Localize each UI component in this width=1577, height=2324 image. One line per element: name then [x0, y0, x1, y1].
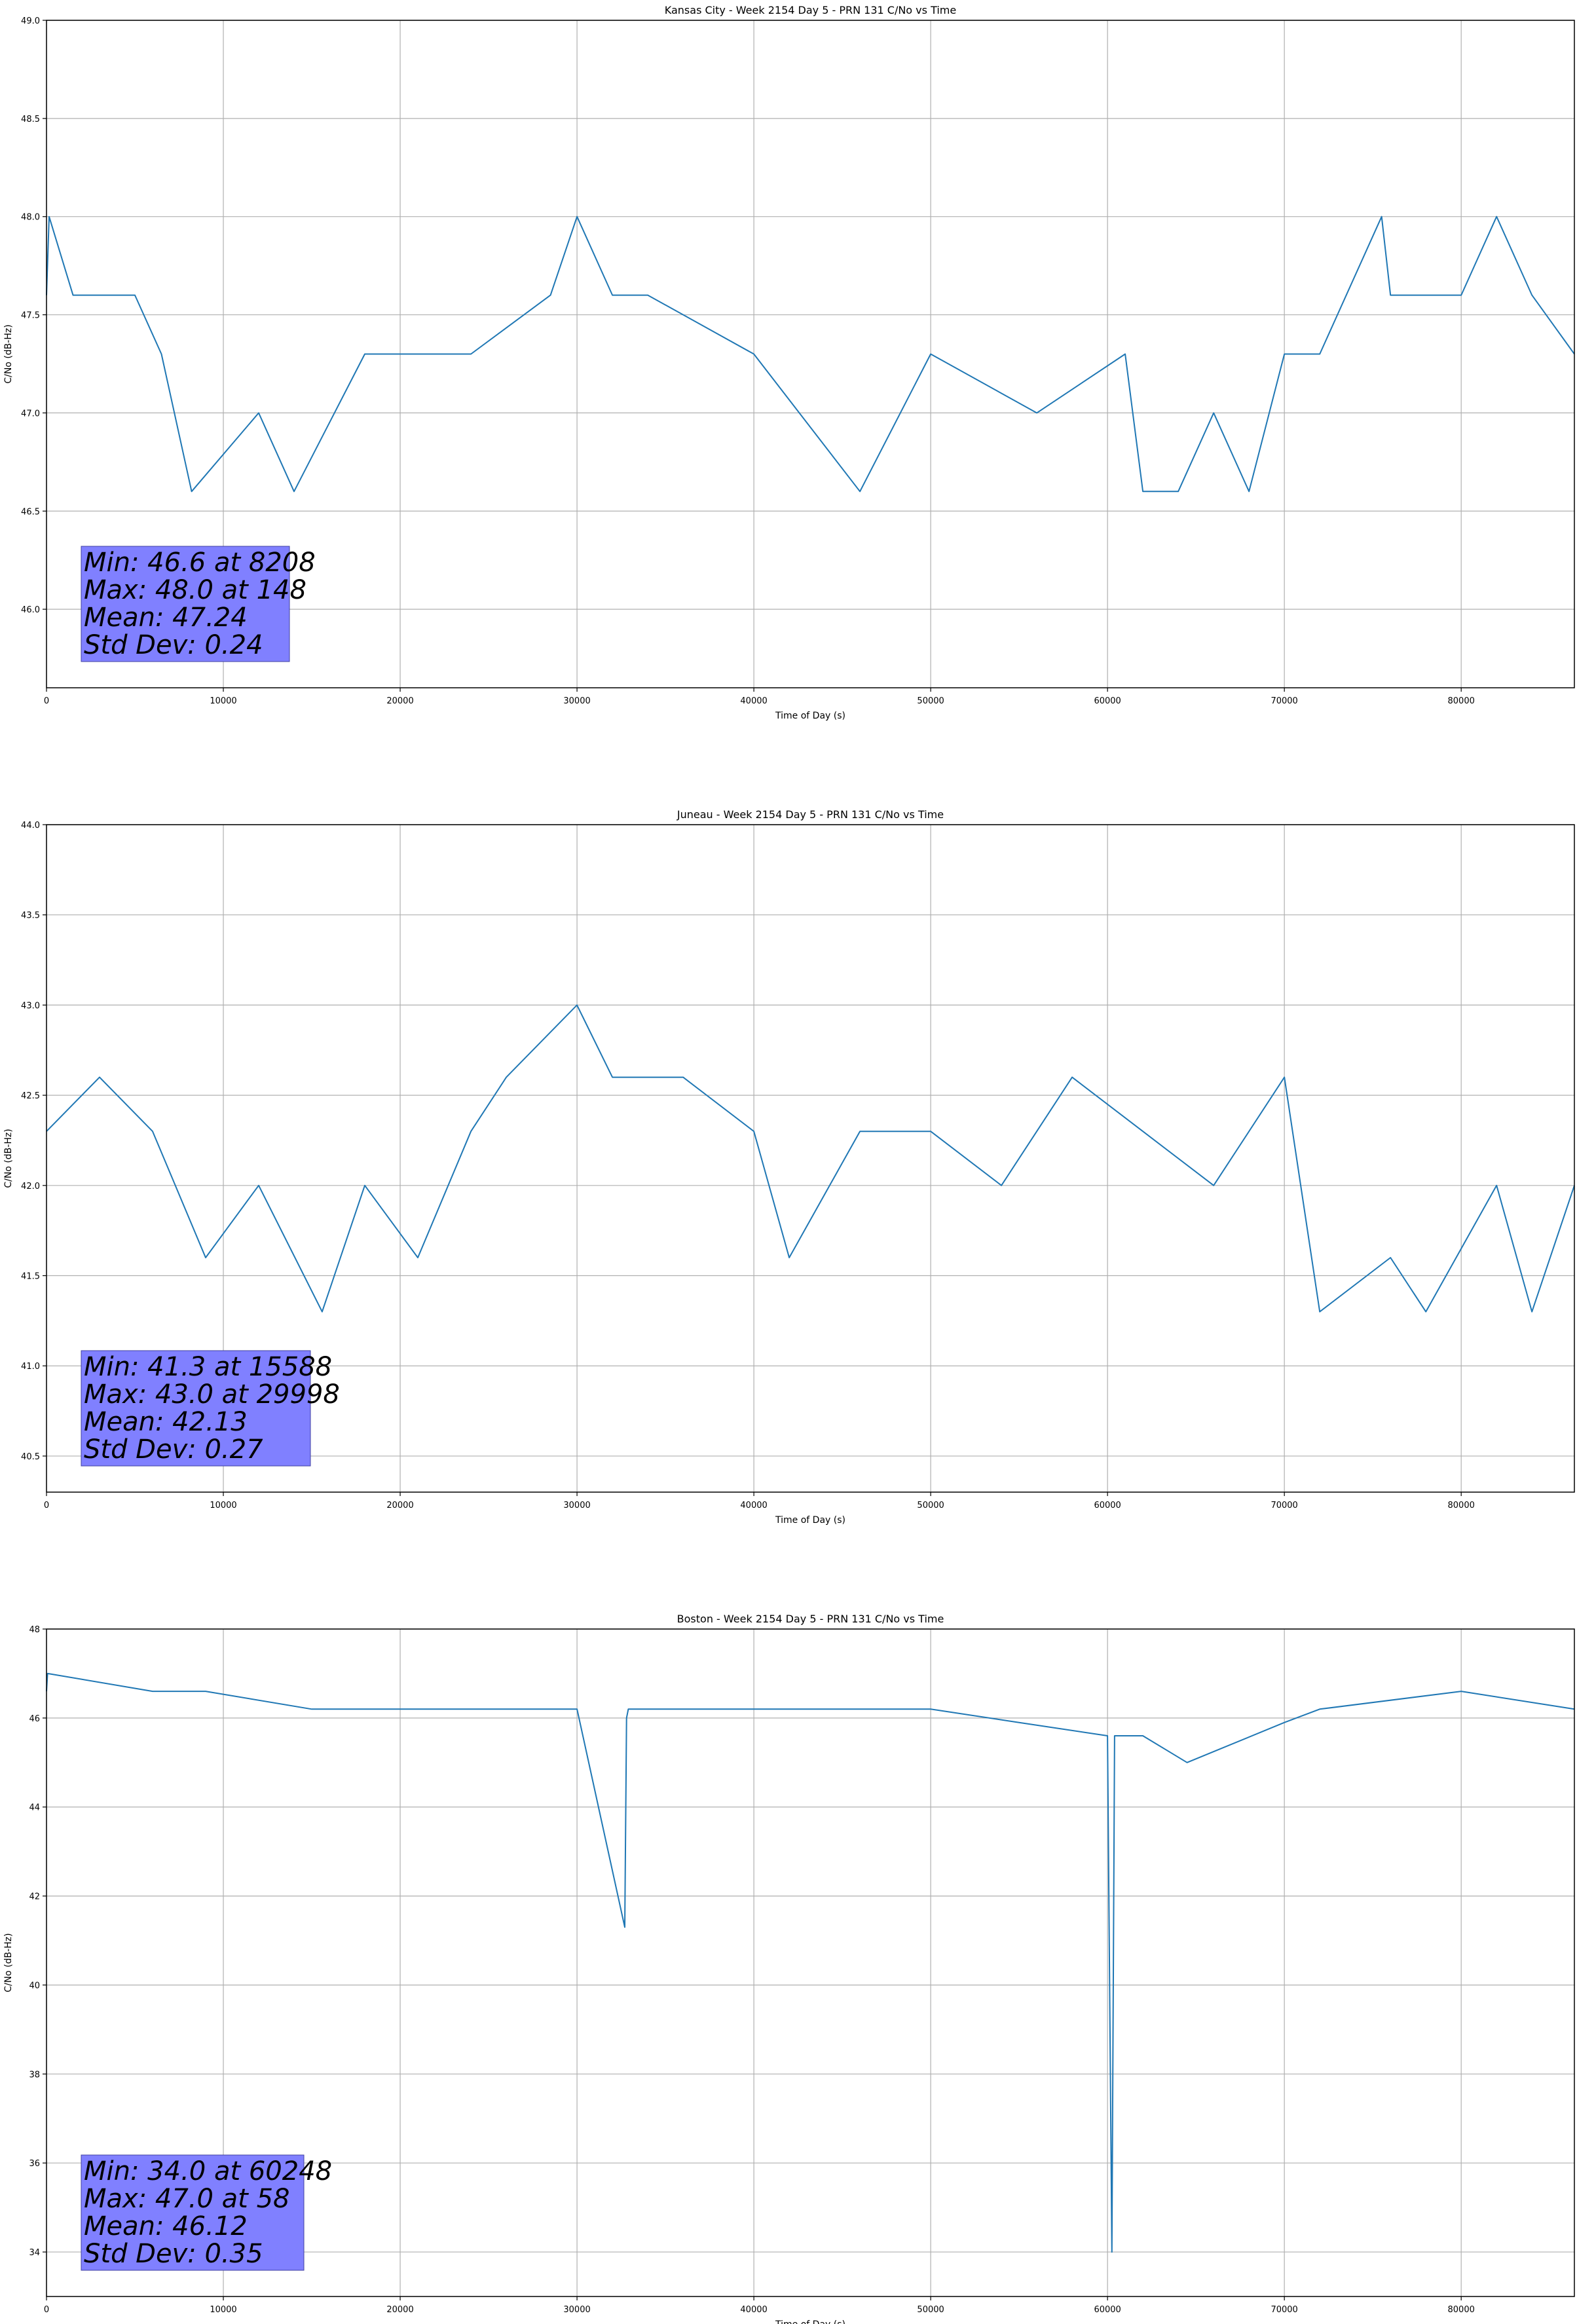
x-tick-label: 40000 — [740, 2305, 767, 2315]
stats-box — [81, 546, 290, 662]
x-tick-label: 80000 — [1448, 2305, 1475, 2315]
x-tick-label: 0 — [44, 2305, 49, 2315]
x-tick-label: 20000 — [386, 2305, 413, 2315]
stats-line: Std Dev: 0.24 — [84, 630, 263, 660]
stats-line: Mean: 42.13 — [84, 1407, 248, 1437]
x-tick-label: 30000 — [563, 696, 590, 706]
y-tick-label: 36 — [29, 2159, 40, 2169]
x-axis-title: Time of Day (s) — [775, 2319, 845, 2324]
x-tick-label: 50000 — [917, 1501, 944, 1510]
y-tick-label: 41.0 — [21, 1362, 40, 1372]
chart-panel-1: 0 10000 20000 30000 40000 50000 60000 70000 8000… — [3, 4, 1575, 721]
y-tick-label: 47.5 — [21, 311, 40, 321]
series-line-1 — [46, 1672, 1575, 2253]
y-axis-title: C/No (dB-Hz) — [3, 324, 14, 383]
stats-line: Mean: 46.12 — [84, 2211, 248, 2241]
y-tick-label: 42 — [29, 1892, 40, 1902]
chart-title: Kansas City - Week 2154 Day 5 - PRN 131 … — [665, 4, 956, 16]
y-tick-label: 44 — [29, 1803, 40, 1813]
y-tick-label: 46 — [29, 1714, 40, 1724]
stats-line: Min: 46.6 at 8208 — [84, 548, 316, 578]
series-line-1 — [46, 1004, 1575, 1313]
y-axis-title: C/No (dB-Hz) — [3, 1129, 14, 1188]
y-tick-label: 43.0 — [21, 1001, 40, 1011]
stats-box — [81, 2154, 305, 2271]
x-tick-label: 80000 — [1448, 1501, 1475, 1510]
chart-title: Boston - Week 2154 Day 5 - PRN 131 C/No … — [677, 1613, 944, 1625]
series-line-1 — [46, 216, 1575, 493]
x-tick-label: 70000 — [1271, 2305, 1297, 2315]
y-tick-label: 41.5 — [21, 1272, 40, 1282]
x-tick-label: 20000 — [386, 696, 413, 706]
x-tick-label: 40000 — [740, 696, 767, 706]
x-tick-label: 60000 — [1094, 1501, 1121, 1510]
stats-line: Min: 41.3 at 15588 — [84, 1352, 332, 1382]
x-tick-label: 10000 — [210, 696, 236, 706]
x-tick-label: 70000 — [1271, 696, 1297, 706]
stats-line: Max: 47.0 at 58 — [84, 2184, 289, 2214]
y-tick-label: 43.5 — [21, 911, 40, 921]
y-tick-label: 42.0 — [21, 1182, 40, 1191]
y-tick-label: 49.0 — [21, 16, 40, 26]
chart-panel-2: 0 10000 20000 30000 40000 50000 60000 70000 8000… — [3, 808, 1575, 1526]
x-tick-label: 50000 — [917, 696, 944, 706]
y-tick-label: 48.5 — [21, 115, 40, 124]
stats-line: Max: 48.0 at 148 — [84, 575, 306, 605]
x-tick-label: 60000 — [1094, 696, 1121, 706]
x-tick-label: 80000 — [1448, 696, 1475, 706]
y-tick-label: 34 — [29, 2248, 40, 2258]
stats-line: Std Dev: 0.27 — [84, 1434, 263, 1465]
y-tick-label: 38 — [29, 2070, 40, 2080]
y-tick-label: 40 — [29, 1981, 40, 1991]
axes-frame — [46, 824, 1575, 1493]
axes-frame — [46, 1628, 1575, 2297]
x-tick-label: 10000 — [210, 1501, 236, 1510]
y-tick-label: 42.5 — [21, 1091, 40, 1101]
chart-panel-3: 0 10000 20000 30000 40000 50000 60000 70000 8000… — [3, 1613, 1575, 2324]
y-tick-label: 48.0 — [21, 213, 40, 223]
x-tick-label: 70000 — [1271, 1501, 1297, 1510]
x-axis-title: Time of Day (s) — [775, 711, 845, 721]
x-tick-label: 30000 — [563, 2305, 590, 2315]
x-tick-label: 30000 — [563, 1501, 590, 1510]
x-axis-title: Time of Day (s) — [775, 1515, 845, 1526]
stats-line: Min: 34.0 at 60248 — [84, 2156, 332, 2186]
y-tick-label: 48 — [29, 1625, 40, 1635]
x-tick-label: 40000 — [740, 1501, 767, 1510]
y-tick-label: 46.5 — [21, 507, 40, 517]
axes-frame — [46, 20, 1575, 688]
x-tick-label: 10000 — [210, 2305, 236, 2315]
x-tick-label: 0 — [44, 696, 49, 706]
stats-box — [81, 1350, 311, 1467]
y-tick-label: 44.0 — [21, 821, 40, 831]
stats-line: Mean: 47.24 — [84, 603, 248, 633]
x-tick-label: 0 — [44, 1501, 49, 1510]
x-tick-label: 60000 — [1094, 2305, 1121, 2315]
stats-line: Std Dev: 0.35 — [84, 2239, 263, 2269]
y-tick-label: 46.0 — [21, 605, 40, 615]
y-tick-label: 47.0 — [21, 409, 40, 419]
x-tick-label: 20000 — [386, 1501, 413, 1510]
stats-line: Max: 43.0 at 29998 — [84, 1379, 340, 1410]
y-axis-title: C/No (dB-Hz) — [3, 1933, 14, 1992]
y-tick-label: 40.5 — [21, 1452, 40, 1462]
x-tick-label: 50000 — [917, 2305, 944, 2315]
chart-title: Juneau - Week 2154 Day 5 - PRN 131 C/No … — [677, 808, 944, 821]
